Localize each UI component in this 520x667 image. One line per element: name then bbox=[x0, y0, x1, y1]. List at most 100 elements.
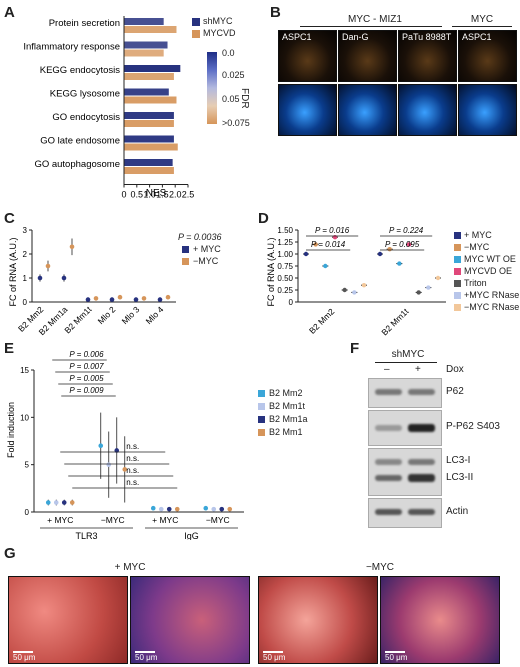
d-legend-triton: Triton bbox=[464, 278, 487, 288]
e-point-b2-mm2 bbox=[150, 505, 156, 511]
e-ns-label: n.s. bbox=[126, 466, 139, 475]
e-point-b2-mm1t bbox=[211, 506, 217, 512]
legend-shmyc: shMYC bbox=[203, 16, 233, 26]
e-pvalue: P = 0.005 bbox=[69, 374, 104, 383]
a-bar-shmyc bbox=[124, 18, 164, 25]
e-point-b2-mm1 bbox=[122, 467, 128, 472]
d-legend-myc: −MYC bbox=[464, 242, 490, 252]
e-ytick-label: 0 bbox=[25, 508, 30, 517]
e-point-b2-mm1a bbox=[166, 506, 172, 512]
c-category-label: Mlo 4 bbox=[144, 304, 166, 326]
b-myc-stain-aspc1-3: ASPC1 bbox=[458, 30, 517, 82]
panel-letter-d: D bbox=[258, 210, 269, 227]
c-category-label: Mlo 2 bbox=[96, 304, 118, 326]
c-ytick-label: 1 bbox=[23, 274, 28, 283]
c-point-myc bbox=[61, 275, 67, 281]
a-xtick-label: 1.5 bbox=[156, 190, 169, 200]
b-title-line-left bbox=[300, 26, 442, 27]
g-label-plus-myc: + MYC bbox=[114, 562, 146, 573]
b-myc-stain-aspc1-0: ASPC1 bbox=[278, 30, 337, 82]
e-ytick-label: 10 bbox=[20, 413, 29, 422]
e-point-b2-mm1a bbox=[61, 500, 67, 505]
d-legend-myc-wt-oe: MYC WT OE bbox=[464, 254, 516, 264]
d-point-mycvd-oe bbox=[406, 242, 412, 247]
f-shmyc-label: shMYC bbox=[391, 349, 425, 360]
d-pvalue: P = 0.016 bbox=[315, 226, 350, 235]
e-point-b2-mm1t bbox=[158, 506, 164, 512]
g-label-minus-myc: −MYC bbox=[365, 562, 395, 573]
c-ytick-label: 2 bbox=[23, 250, 28, 259]
a-xlabel: NES bbox=[146, 188, 167, 199]
blot-lc3 bbox=[368, 448, 442, 496]
d-legend-swatch bbox=[454, 268, 461, 275]
d-ylabel: FC of RNA (A.U.) bbox=[266, 237, 276, 306]
e-point-b2-mm1t bbox=[53, 500, 59, 505]
a-bar-mycvd bbox=[124, 96, 177, 104]
a-category-label: Protein secretion bbox=[49, 18, 120, 29]
f-dox-plus: + bbox=[415, 364, 421, 375]
d-legend-swatch bbox=[454, 280, 461, 287]
d-pvalue: P = 0.014 bbox=[311, 240, 346, 249]
e-point-b2-mm1t bbox=[106, 462, 112, 467]
e-group-label: + MYC bbox=[152, 515, 178, 525]
a-category-label: Inflammatory response bbox=[23, 42, 120, 53]
c-legend-minus-swatch bbox=[182, 258, 189, 265]
g-micrograph-4: 50 μm bbox=[380, 576, 500, 664]
d-ytick-label: 1.25 bbox=[277, 238, 293, 247]
e-point-b2-mm2 bbox=[98, 443, 104, 449]
e-legend-swatch bbox=[258, 429, 265, 436]
e-ylabel: Fold induction bbox=[6, 402, 16, 458]
panel-letter-b: B bbox=[270, 4, 281, 21]
g-scale-2: 50 μm bbox=[135, 653, 158, 662]
panel-letter-c: C bbox=[4, 210, 15, 227]
c-category-label: B2 Mm1t bbox=[62, 304, 94, 336]
blot-pp62 bbox=[368, 410, 442, 446]
colorbar-label: FDR bbox=[239, 88, 250, 109]
e-point-b2-mm1a bbox=[219, 506, 225, 512]
d-legend-myc: + MYC bbox=[464, 230, 492, 240]
c-category-label: Mlo 3 bbox=[120, 304, 142, 326]
blot-actin bbox=[368, 498, 442, 528]
a-bar-shmyc bbox=[124, 159, 173, 166]
d-legend-swatch bbox=[454, 244, 461, 251]
a-bar-shmyc bbox=[124, 112, 174, 119]
c-point-myc bbox=[109, 297, 115, 302]
a-xtick-label: 0 bbox=[121, 190, 126, 200]
d-point-myc-rnase-iii bbox=[426, 285, 431, 290]
e-supergroup-label: TLR3 bbox=[75, 531, 97, 540]
e-point-b2-mm1 bbox=[69, 500, 75, 505]
c-pvalue: P = 0.0036 bbox=[178, 232, 222, 242]
d-point-triton bbox=[416, 290, 421, 295]
e-ns-label: n.s. bbox=[126, 454, 139, 463]
panel-a-chart: Protein secretion Inflammatory response KE… bbox=[23, 16, 194, 200]
a-category-label: GO endocytosis bbox=[52, 112, 120, 123]
g-scale-1: 50 μm bbox=[13, 653, 36, 662]
e-ns-label: n.s. bbox=[126, 478, 139, 487]
g-micrograph-1: 50 μm bbox=[8, 576, 128, 664]
a-bar-shmyc bbox=[124, 135, 174, 143]
b-dapi-stain-aspc1-3 bbox=[458, 84, 517, 136]
e-legend-swatch bbox=[258, 416, 265, 423]
colorbar-tick-2: 0.05 bbox=[222, 94, 240, 104]
a-bar-shmyc bbox=[124, 41, 168, 49]
c-legend-plus: + MYC bbox=[193, 244, 221, 254]
blot-label-p62: P62 bbox=[446, 386, 464, 397]
e-pvalue: P = 0.007 bbox=[69, 362, 104, 371]
b-dapi-stain-dan-g-1 bbox=[338, 84, 397, 136]
c-point-myc bbox=[165, 294, 171, 300]
a-category-label: KEGG endocytosis bbox=[40, 65, 121, 76]
g-scale-3: 50 μm bbox=[263, 653, 286, 662]
d-point-triton bbox=[342, 287, 347, 293]
f-dox-label: Dox bbox=[446, 364, 464, 375]
g-micrograph-3: 50 μm bbox=[258, 576, 378, 664]
d-point-myc-rnase-iii bbox=[361, 283, 367, 288]
panel-letter-g: G bbox=[4, 545, 16, 562]
e-ns-label: n.s. bbox=[126, 442, 139, 451]
g-scale-4: 50 μm bbox=[385, 653, 408, 662]
a-bar-mycvd bbox=[124, 73, 174, 80]
c-ylabel: FC of RNA (A.U.) bbox=[8, 237, 18, 306]
panel-letter-a: A bbox=[4, 4, 15, 21]
d-ytick-label: 0.25 bbox=[277, 286, 293, 295]
e-point-b2-mm2 bbox=[45, 500, 51, 505]
d-point-myc bbox=[313, 242, 318, 247]
